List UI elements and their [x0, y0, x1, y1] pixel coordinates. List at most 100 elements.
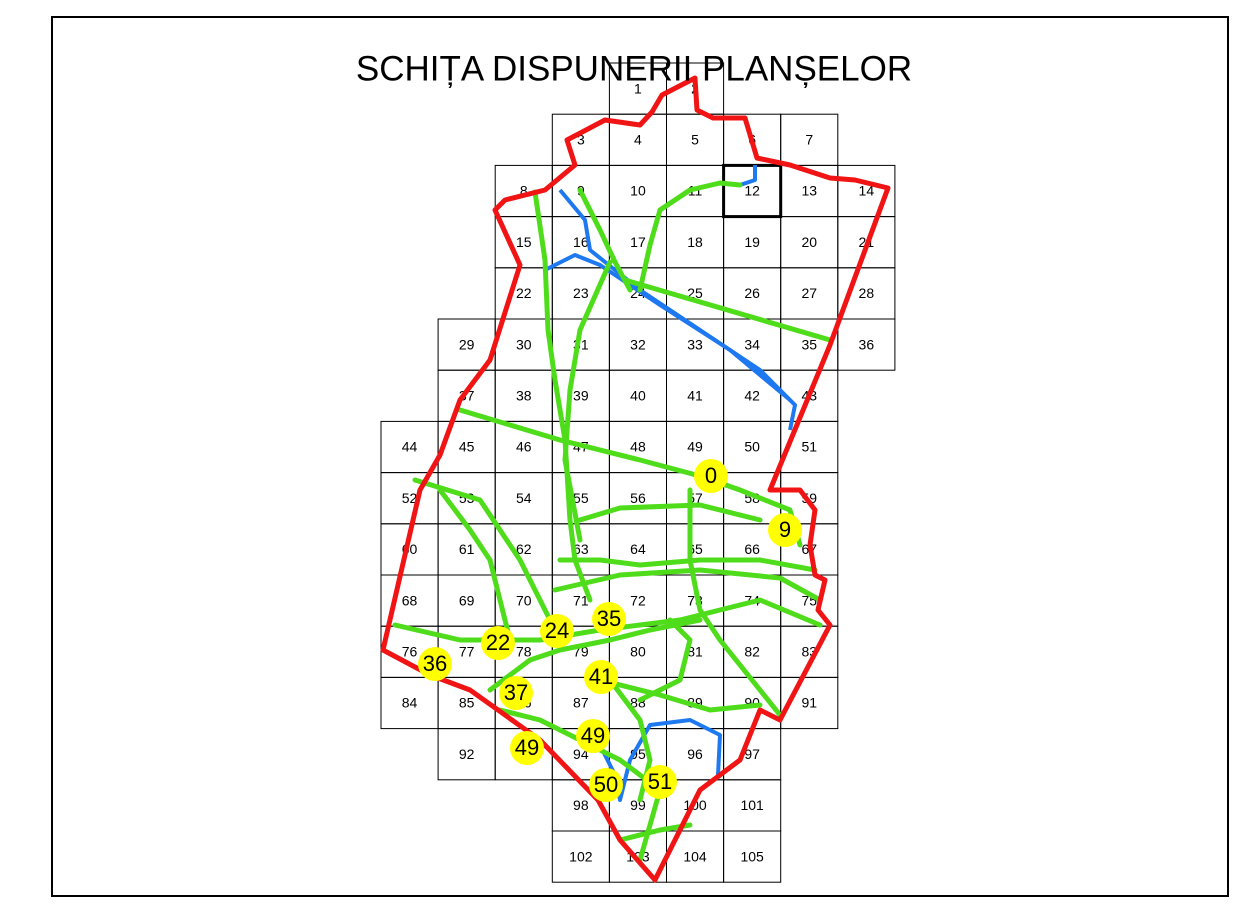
title: SCHIȚA DISPUNERII PLANȘELOR [356, 49, 912, 88]
marker [694, 459, 728, 493]
sheet-number: 50 [744, 439, 760, 455]
marker-label: 49 [581, 723, 605, 748]
marker-label: 24 [545, 618, 569, 643]
road [637, 180, 743, 293]
marker [643, 765, 677, 799]
sheet-number: 82 [744, 644, 760, 660]
marker [499, 676, 533, 710]
boundary [380, 75, 891, 883]
marker-label: 36 [423, 651, 447, 676]
sheet-number: 56 [630, 490, 646, 506]
road [577, 502, 763, 523]
sheet-number: 18 [687, 234, 703, 250]
sheet-number: 70 [516, 592, 532, 608]
sheet-number: 30 [516, 336, 532, 352]
sheet-number: 77 [459, 644, 475, 660]
marker-label: 0 [705, 463, 717, 488]
sheet-number: 22 [516, 285, 532, 301]
marker [589, 768, 623, 802]
sheet-number: 71 [573, 592, 589, 608]
sheet-number: 4 [634, 132, 642, 148]
frame [51, 16, 1229, 897]
canal [739, 165, 757, 187]
marker-label: 37 [504, 680, 528, 705]
marker [418, 647, 452, 681]
road [552, 567, 823, 603]
sheet-number: 46 [516, 439, 532, 455]
sheet-number: 39 [573, 388, 589, 404]
marker-label: 35 [597, 606, 621, 631]
marker [592, 602, 626, 636]
marker [510, 731, 544, 765]
marker [576, 719, 610, 753]
road [532, 189, 593, 603]
sheet-number: 84 [402, 695, 418, 711]
sheet-number: 52 [402, 490, 418, 506]
sheet-number: 32 [630, 336, 646, 352]
sheet-number: 72 [630, 592, 646, 608]
marker-label: 51 [648, 769, 672, 794]
sheet-number: 92 [459, 746, 475, 762]
sheet-number: 17 [630, 234, 646, 250]
sheet-number: 97 [744, 746, 760, 762]
marker [481, 626, 515, 660]
sheet-number: 10 [630, 183, 646, 199]
sheet-number: 96 [687, 746, 703, 762]
road [597, 677, 763, 713]
sheet-number: 14 [859, 183, 875, 199]
sheet-number: 27 [801, 285, 817, 301]
sheet-number: 26 [744, 285, 760, 301]
sheet-number: 78 [516, 644, 532, 660]
sheet-number: 1 [634, 80, 642, 96]
sheet-number: 104 [683, 848, 707, 864]
sheet-number: 64 [630, 541, 646, 557]
road [687, 487, 783, 718]
sheet-number: 34 [744, 336, 760, 352]
sheet-number: 76 [402, 644, 418, 660]
marker [540, 614, 574, 648]
road [577, 187, 833, 343]
sheet-number: 54 [516, 490, 532, 506]
road [437, 487, 513, 643]
sheet-cell [837, 318, 896, 371]
sheet-number: 40 [630, 388, 646, 404]
sheet-number: 35 [801, 336, 817, 352]
sheet-number: 80 [630, 644, 646, 660]
markers: 0 9 35 24 22 36 41 37 49 49 50 51 [418, 459, 802, 802]
sheet-number: 45 [459, 439, 475, 455]
sheet-number: 20 [801, 234, 817, 250]
sheet-number: 7 [805, 132, 813, 148]
sheet-number: 8 [520, 183, 528, 199]
sheet-number: 69 [459, 592, 475, 608]
marker-label: 50 [594, 772, 618, 797]
marker-label: 49 [515, 735, 539, 760]
sheet-number: 51 [801, 439, 817, 455]
sheet-number: 61 [459, 541, 475, 557]
sheet-number: 102 [569, 848, 593, 864]
sheet-number: 12 [744, 183, 760, 199]
sheet-number: 38 [516, 388, 532, 404]
sheet-number: 105 [740, 848, 764, 864]
sheet-number: 63 [573, 541, 589, 557]
sheet-number: 33 [687, 336, 703, 352]
sheet-number: 36 [859, 336, 875, 352]
sheet-number: 5 [691, 132, 699, 148]
marker [584, 660, 618, 694]
road [487, 617, 703, 693]
sheet-number: 19 [744, 234, 760, 250]
road [557, 557, 818, 573]
sheet-number: 13 [801, 183, 817, 199]
sheet-number: 49 [687, 439, 703, 455]
sheet-number: 55 [573, 490, 589, 506]
sheet-number: 66 [744, 541, 760, 557]
sheet-number: 42 [744, 388, 760, 404]
sheet-number: 48 [630, 439, 646, 455]
sheet-number: 16 [573, 234, 589, 250]
sheet-number: 62 [516, 541, 532, 557]
sheet-number: 68 [402, 592, 418, 608]
sheet-number: 85 [459, 695, 475, 711]
sheet-number: 91 [801, 695, 817, 711]
sheet-number: 101 [740, 797, 764, 813]
marker [768, 513, 802, 547]
